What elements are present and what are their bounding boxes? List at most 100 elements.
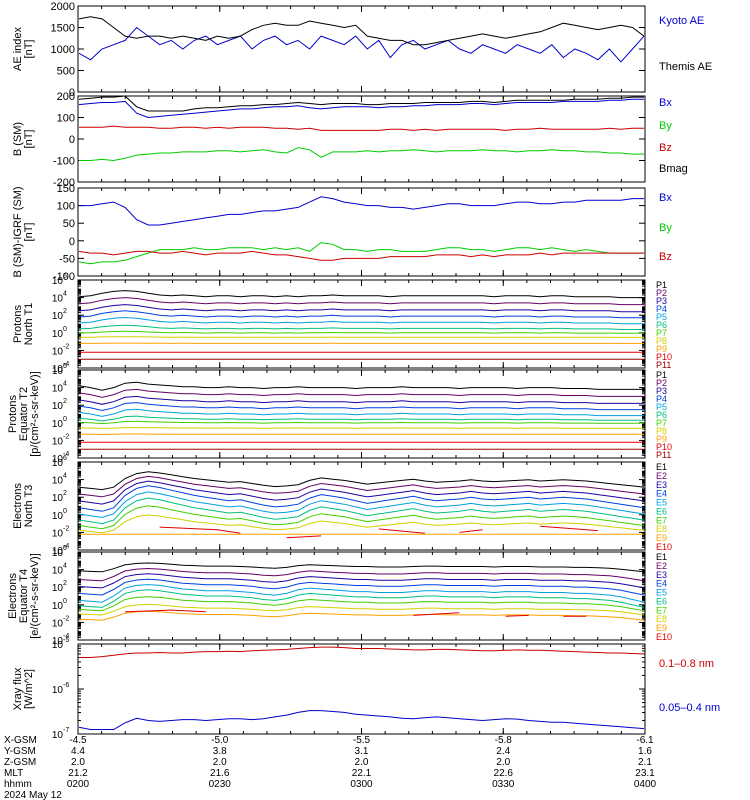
- legend-channel: P10: [656, 352, 672, 362]
- y-tick-label: 10: [52, 346, 64, 357]
- y-axis-label-line: [e/(cm²-s-sr-keV)]: [29, 553, 41, 639]
- channel-line-0: [78, 471, 645, 491]
- y-tick-label: 10: [52, 640, 64, 651]
- y-tick-exponent: 4: [63, 381, 67, 388]
- x-axis-row-value: 2.1: [638, 757, 652, 768]
- legend-channel: E7: [656, 605, 667, 615]
- y-tick-exponent: -2: [63, 525, 69, 532]
- x-axis-row-value: 0400: [634, 779, 657, 790]
- y-tick-label: 10: [52, 476, 64, 487]
- channel-segment: [378, 528, 425, 534]
- y-axis-label-line: [nT]: [23, 130, 35, 149]
- y-tick-label: 10: [52, 548, 64, 559]
- y-tick-label: 10: [52, 294, 64, 305]
- y-tick-label: 10: [52, 401, 64, 412]
- legend-channel: E10: [656, 542, 672, 552]
- panel-frame: [77, 279, 646, 369]
- y-tick-label: 10: [52, 546, 64, 557]
- x-axis-row-value: 0230: [209, 779, 232, 790]
- y-tick-label: 10: [52, 364, 64, 375]
- y-tick-exponent: -4: [63, 633, 69, 640]
- legend-channel: E4: [656, 489, 667, 499]
- y-axis-label: B (SM)[nT]: [12, 122, 35, 156]
- y-axis-label-line: [nT]: [23, 223, 35, 242]
- y-tick-label: 100: [57, 113, 75, 125]
- y-axis-label-line: AE index: [12, 26, 24, 71]
- legend-channel: P11: [656, 450, 671, 460]
- legend-channel: E5: [656, 498, 667, 508]
- x-axis-row-value: 23.1: [635, 768, 655, 779]
- series-line-2: [78, 250, 644, 261]
- y-tick-exponent: -2: [63, 343, 69, 350]
- x-axis-row-value: 0300: [350, 779, 373, 790]
- legend-channel: E1: [656, 462, 667, 472]
- panel-frame: [77, 551, 646, 641]
- legend-channel: P9: [656, 434, 667, 444]
- channel-segment: [540, 525, 598, 532]
- y-tick-label: 100: [57, 201, 75, 213]
- legend-channel: E3: [656, 480, 667, 490]
- legend-channel: E6: [656, 506, 667, 516]
- channel-line-3: [78, 402, 644, 412]
- legend-entry: 0.1–0.8 nm: [659, 658, 714, 670]
- y-tick-label: 10: [52, 454, 64, 465]
- y-tick-label: 10: [52, 458, 64, 469]
- y-tick-exponent: 6: [63, 273, 67, 280]
- y-tick-label: 10: [52, 493, 64, 504]
- y-tick-exponent: 4: [63, 563, 67, 570]
- legend-channel: P8: [656, 336, 667, 346]
- legend-channel: P4: [656, 304, 667, 314]
- y-axis-label-line: Electrons: [12, 483, 24, 529]
- y-axis-label-line: Xray flux: [12, 667, 24, 710]
- legend-channel: P11: [656, 360, 671, 370]
- y-tick-label: 150: [57, 183, 75, 195]
- channel-line-3: [78, 485, 645, 512]
- y-tick-exponent: 0: [63, 508, 67, 515]
- channel-segment: [505, 614, 529, 617]
- y-axis-label: ElectronsEquator T4[e/(cm²-s-sr-keV)]: [7, 553, 41, 639]
- y-tick-label: 200: [57, 91, 75, 103]
- channel-line-3: [78, 310, 644, 319]
- y-tick-label: 10: [52, 436, 64, 447]
- y-tick-label: 10: [52, 636, 64, 647]
- channel-line-4: [78, 491, 645, 518]
- y-tick-label: 10: [52, 685, 64, 696]
- x-axis-row-value: -5.8: [495, 735, 513, 746]
- x-axis-row-value: -5.0: [211, 735, 229, 746]
- y-tick-label: 10: [52, 528, 64, 539]
- legend-channel: P2: [656, 378, 667, 388]
- legend-channel: P5: [656, 312, 667, 322]
- x-axis-row-value: 0330: [492, 779, 515, 790]
- channel-line-2: [78, 304, 644, 313]
- y-tick-exponent: 6: [63, 545, 67, 552]
- legend-channel: E6: [656, 596, 667, 606]
- panel-frame: [77, 643, 646, 735]
- channel-line-6: [78, 420, 644, 425]
- series-line-1: [79, 147, 644, 162]
- channel-segment: [286, 535, 322, 539]
- channel-line-6: [78, 596, 645, 612]
- channel-line-1: [78, 297, 644, 306]
- channel-line-6: [78, 505, 645, 530]
- series-line-2: [79, 125, 644, 131]
- channel-line-7: [78, 514, 645, 534]
- channel-line-4: [78, 408, 644, 417]
- x-axis-row-value: 21.2: [68, 768, 88, 779]
- y-axis-label-line: Protons: [12, 305, 24, 343]
- y-axis-label: AE index[nT]: [12, 26, 35, 71]
- x-axis-row-label: Y-GSM: [4, 746, 36, 757]
- x-axis-row-value: -5.5: [353, 735, 371, 746]
- y-tick-exponent: -2: [63, 615, 69, 622]
- legend-channel: E9: [656, 533, 667, 543]
- y-axis-label-line: North T1: [23, 303, 35, 346]
- y-tick-label: 10: [52, 276, 64, 287]
- channel-line-0: [78, 290, 644, 299]
- y-axis-label: B (SM)-IGRF (SM)[nT]: [12, 186, 35, 277]
- y-tick-exponent: -4: [63, 543, 69, 550]
- channel-segment: [413, 612, 460, 616]
- channel-segment: [459, 529, 483, 533]
- y-axis-label-line: [W/m^2]: [23, 669, 35, 709]
- x-axis-row-value: 22.1: [352, 768, 372, 779]
